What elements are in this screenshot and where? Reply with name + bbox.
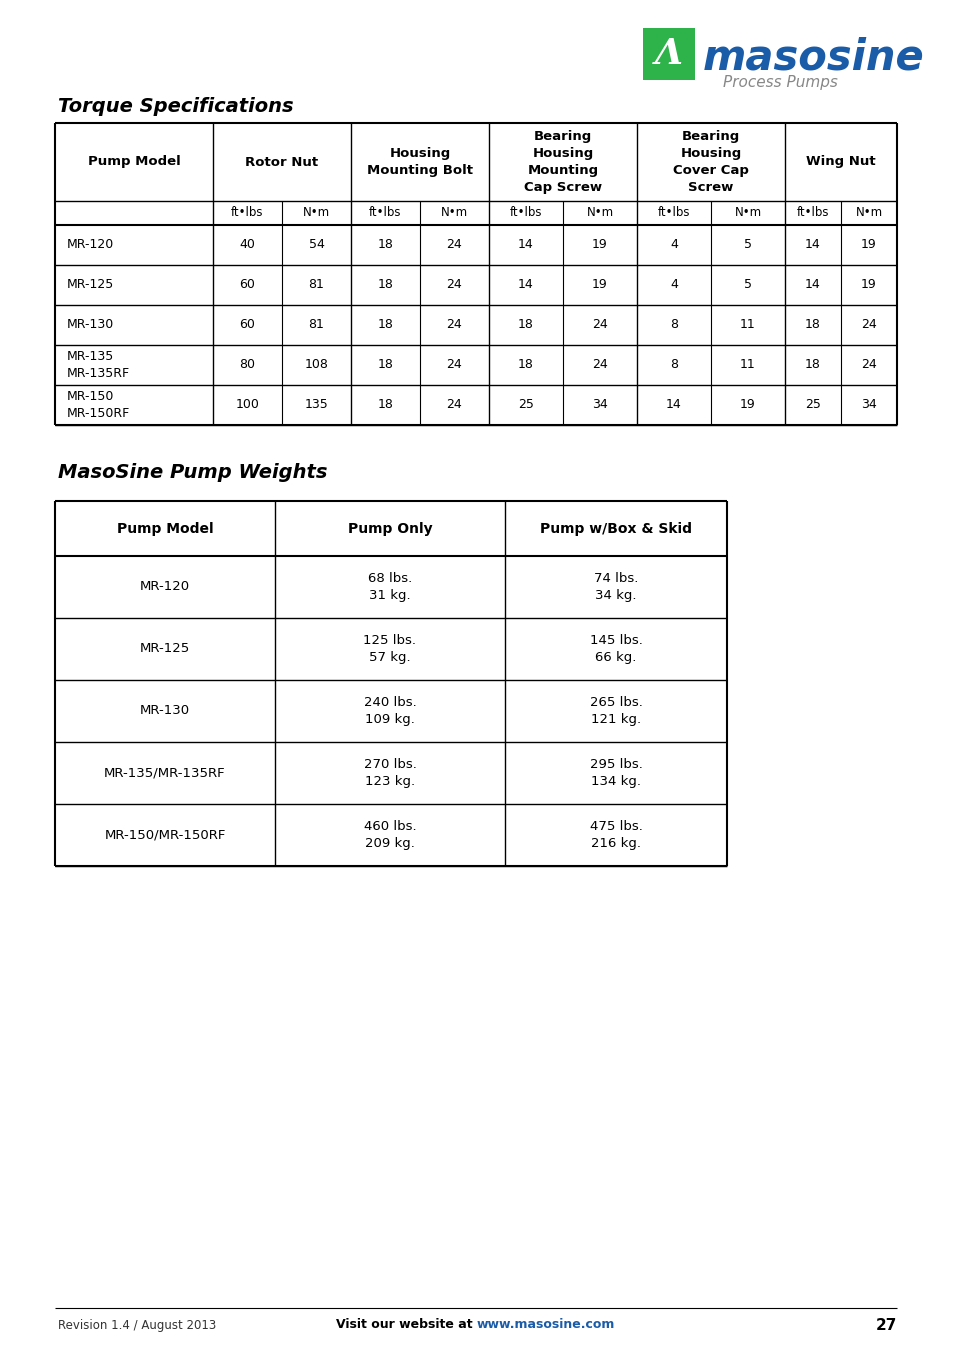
- Text: 5: 5: [743, 239, 751, 251]
- Text: www.masosine.com: www.masosine.com: [476, 1319, 615, 1332]
- Text: 11: 11: [740, 358, 755, 372]
- Text: 18: 18: [517, 319, 534, 331]
- Text: 295 lbs.
134 kg.: 295 lbs. 134 kg.: [589, 758, 641, 789]
- Text: 18: 18: [804, 358, 821, 372]
- Text: 24: 24: [446, 319, 462, 331]
- Text: N•m: N•m: [440, 207, 468, 219]
- Text: MR-135/MR-135RF: MR-135/MR-135RF: [104, 766, 226, 780]
- Text: 80: 80: [239, 358, 255, 372]
- Text: 14: 14: [665, 399, 681, 412]
- Text: 100: 100: [235, 399, 259, 412]
- Text: 24: 24: [446, 399, 462, 412]
- Text: 24: 24: [446, 239, 462, 251]
- Text: 19: 19: [592, 239, 607, 251]
- Text: Pump Model: Pump Model: [116, 521, 213, 535]
- Text: masosine: masosine: [702, 36, 923, 78]
- Text: 34: 34: [861, 399, 876, 412]
- Text: Process Pumps: Process Pumps: [722, 76, 837, 91]
- Text: 81: 81: [308, 319, 324, 331]
- Text: 8: 8: [669, 319, 678, 331]
- Text: 11: 11: [740, 319, 755, 331]
- Text: 18: 18: [377, 239, 393, 251]
- Text: 265 lbs.
121 kg.: 265 lbs. 121 kg.: [589, 696, 641, 727]
- Text: 24: 24: [861, 358, 876, 372]
- Text: 145 lbs.
66 kg.: 145 lbs. 66 kg.: [589, 634, 641, 665]
- Text: ft•lbs: ft•lbs: [369, 207, 401, 219]
- Text: 4: 4: [669, 278, 678, 292]
- Text: 19: 19: [740, 399, 755, 412]
- Text: 24: 24: [592, 358, 607, 372]
- Text: Wing Nut: Wing Nut: [805, 155, 875, 169]
- Text: 18: 18: [377, 358, 393, 372]
- Text: N•m: N•m: [734, 207, 760, 219]
- Text: MasoSine Pump Weights: MasoSine Pump Weights: [58, 463, 327, 482]
- Text: Bearing
Housing
Cover Cap
Screw: Bearing Housing Cover Cap Screw: [673, 130, 748, 195]
- Text: 14: 14: [517, 278, 534, 292]
- Text: MR-120: MR-120: [67, 239, 114, 251]
- Text: Pump w/Box & Skid: Pump w/Box & Skid: [539, 521, 691, 535]
- Text: MR-135
MR-135RF: MR-135 MR-135RF: [67, 350, 130, 380]
- Text: Rotor Nut: Rotor Nut: [245, 155, 318, 169]
- Text: 14: 14: [517, 239, 534, 251]
- Text: Housing
Mounting Bolt: Housing Mounting Bolt: [367, 147, 473, 177]
- Text: 19: 19: [861, 278, 876, 292]
- Text: 34: 34: [592, 399, 607, 412]
- Text: MR-150
MR-150RF: MR-150 MR-150RF: [67, 390, 131, 420]
- Text: 14: 14: [804, 239, 820, 251]
- Text: Visit our website at: Visit our website at: [335, 1319, 476, 1332]
- Text: 19: 19: [861, 239, 876, 251]
- Text: 14: 14: [804, 278, 820, 292]
- Text: N•m: N•m: [303, 207, 330, 219]
- Text: Bearing
Housing
Mounting
Cap Screw: Bearing Housing Mounting Cap Screw: [523, 130, 601, 195]
- Text: 25: 25: [804, 399, 821, 412]
- Text: 135: 135: [304, 399, 328, 412]
- Text: 24: 24: [446, 278, 462, 292]
- Text: Revision 1.4 / August 2013: Revision 1.4 / August 2013: [58, 1319, 216, 1332]
- Text: Torque Specifications: Torque Specifications: [58, 97, 294, 116]
- Text: 25: 25: [517, 399, 534, 412]
- Text: 19: 19: [592, 278, 607, 292]
- Text: 108: 108: [304, 358, 328, 372]
- Text: 475 lbs.
216 kg.: 475 lbs. 216 kg.: [589, 820, 641, 851]
- Text: MR-125: MR-125: [67, 278, 114, 292]
- Text: 40: 40: [239, 239, 255, 251]
- Text: MR-120: MR-120: [140, 581, 190, 593]
- Text: 270 lbs.
123 kg.: 270 lbs. 123 kg.: [363, 758, 416, 789]
- Bar: [642, 28, 695, 80]
- Text: 24: 24: [592, 319, 607, 331]
- Text: MR-150/MR-150RF: MR-150/MR-150RF: [104, 828, 226, 842]
- Text: 18: 18: [377, 278, 393, 292]
- Text: N•m: N•m: [586, 207, 613, 219]
- Text: Pump Model: Pump Model: [88, 155, 180, 169]
- Text: 18: 18: [377, 319, 393, 331]
- Text: 60: 60: [239, 278, 255, 292]
- Text: ft•lbs: ft•lbs: [796, 207, 828, 219]
- Text: Λ: Λ: [655, 36, 682, 72]
- Text: 74 lbs.
34 kg.: 74 lbs. 34 kg.: [593, 571, 638, 603]
- Text: MR-130: MR-130: [67, 319, 114, 331]
- Text: 24: 24: [861, 319, 876, 331]
- Text: 18: 18: [377, 399, 393, 412]
- Text: 54: 54: [308, 239, 324, 251]
- Text: 240 lbs.
109 kg.: 240 lbs. 109 kg.: [363, 696, 416, 727]
- Text: 18: 18: [517, 358, 534, 372]
- Text: ft•lbs: ft•lbs: [509, 207, 541, 219]
- Text: ft•lbs: ft•lbs: [231, 207, 263, 219]
- Text: 81: 81: [308, 278, 324, 292]
- Text: ft•lbs: ft•lbs: [657, 207, 690, 219]
- Text: MR-125: MR-125: [140, 643, 190, 655]
- Text: MR-130: MR-130: [140, 704, 190, 717]
- Text: 27: 27: [875, 1317, 896, 1332]
- Text: 4: 4: [669, 239, 678, 251]
- Text: N•m: N•m: [855, 207, 882, 219]
- Text: 125 lbs.
57 kg.: 125 lbs. 57 kg.: [363, 634, 416, 665]
- Text: 8: 8: [669, 358, 678, 372]
- Text: Pump Only: Pump Only: [347, 521, 432, 535]
- Text: 18: 18: [804, 319, 821, 331]
- Text: 60: 60: [239, 319, 255, 331]
- Text: 460 lbs.
209 kg.: 460 lbs. 209 kg.: [363, 820, 416, 851]
- Text: 24: 24: [446, 358, 462, 372]
- Text: 68 lbs.
31 kg.: 68 lbs. 31 kg.: [368, 571, 412, 603]
- Text: 5: 5: [743, 278, 751, 292]
